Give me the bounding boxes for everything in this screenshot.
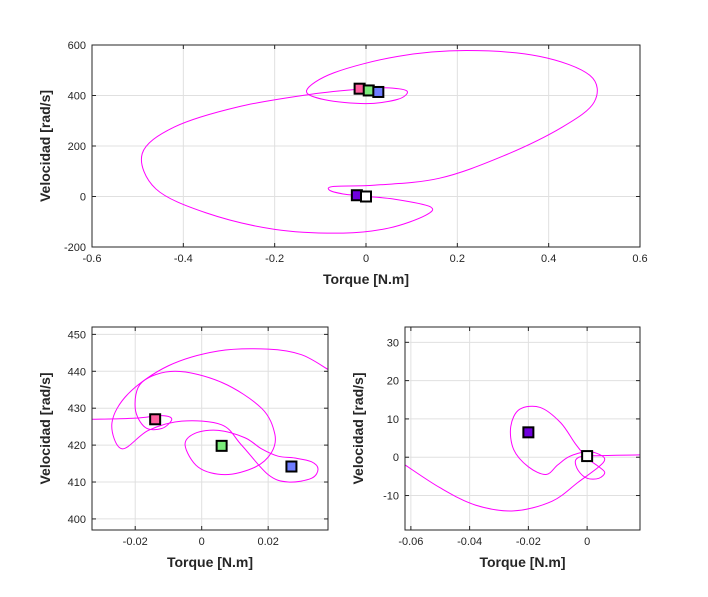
x-tick-label: -0.06 [398, 536, 423, 548]
x-tick-label: -0.2 [265, 253, 284, 265]
x-tick-label: -0.4 [174, 253, 193, 265]
y-tick-label: 200 [68, 141, 86, 153]
y-tick-label: -200 [64, 242, 86, 254]
x-tick-label: 0 [199, 536, 205, 548]
y-axis-label: Velocidad [rad/s] [37, 90, 53, 202]
trajectory-line [405, 405, 640, 512]
x-tick-label: 0.6 [632, 253, 647, 265]
y-tick-label: 410 [68, 477, 86, 489]
x-axis-label: Torque [N.m] [167, 554, 253, 570]
chart-top: -0.6 -0.4 -0.2 0 0.2 0.4 0.6 -200 0 200 400 600 Torq… [37, 40, 648, 287]
marker-point-4 [362, 84, 375, 97]
marker-point-3 [285, 460, 298, 473]
data-layer [92, 348, 328, 483]
x-tick-label: 0 [584, 536, 590, 548]
x-axis-label: Torque [N.m] [323, 271, 409, 287]
y-tick-label: 10 [387, 414, 399, 426]
chart-bottom-right: -0.06 -0.04 -0.02 0 -10 0 10 20 30 Torque [N.m] Ve… [350, 326, 641, 570]
y-tick-label: 400 [68, 91, 86, 103]
marker-point-2 [360, 190, 372, 203]
x-tick-label: -0.04 [457, 536, 482, 548]
x-tick-label: 0.02 [257, 536, 278, 548]
marker-point-2 [581, 450, 594, 463]
y-axis-label: Velocidad [rad/s] [350, 372, 366, 484]
y-tick-label: 0 [393, 452, 399, 464]
x-axis-label: Torque [N.m] [479, 554, 565, 570]
data-layer [405, 405, 640, 512]
y-tick-label: 400 [68, 514, 86, 526]
x-tick-label: -0.6 [83, 253, 102, 265]
y-tick-label: 450 [68, 329, 86, 341]
axes-box [404, 326, 641, 531]
y-tick-label: 0 [80, 192, 86, 204]
y-tick-label: 20 [387, 376, 399, 388]
data-layer [141, 50, 598, 234]
marker-point-1 [149, 413, 162, 426]
marker-point-1 [522, 426, 535, 439]
y-axis-label: Velocidad [rad/s] [37, 372, 53, 484]
plot-area [92, 327, 328, 530]
chart-bottom-left: -0.02 0 0.02 400 410 420 430 440 450 Torque [N.m]… [37, 326, 329, 570]
x-tick-label: 0.4 [541, 253, 556, 265]
x-tick-label: 0 [363, 253, 369, 265]
y-tick-label: 600 [68, 40, 86, 52]
y-tick-label: 430 [68, 403, 86, 415]
y-tick-label: 30 [387, 337, 399, 349]
x-tick-label: -0.02 [516, 536, 541, 548]
marker-point-2 [215, 439, 228, 452]
y-tick-label: -10 [383, 491, 399, 503]
x-tick-label: -0.02 [123, 536, 148, 548]
trajectory-line [92, 348, 328, 483]
trajectory-line [141, 50, 598, 234]
marker-point-5 [372, 85, 385, 98]
y-tick-label: 440 [68, 366, 86, 378]
x-tick-label: 0.2 [450, 253, 465, 265]
y-tick-label: 420 [68, 440, 86, 452]
axes-box [91, 326, 329, 531]
